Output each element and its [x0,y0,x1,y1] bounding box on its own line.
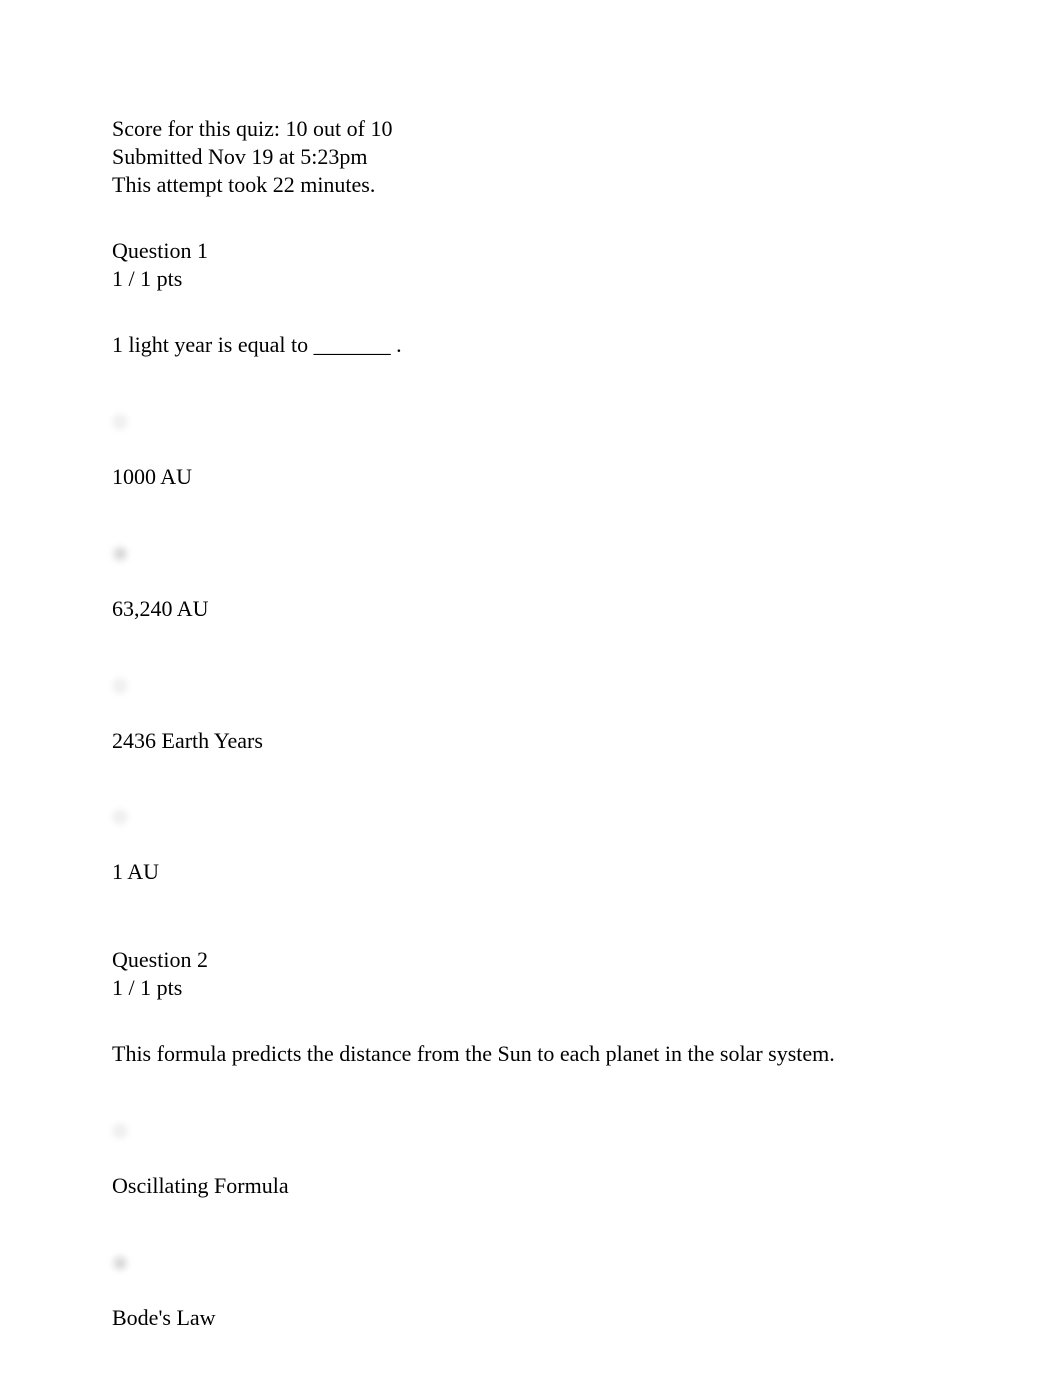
question-text: This formula predicts the distance from … [112,1040,950,1068]
question-title: Question 2 [112,946,950,974]
option-3: 2436 Earth Years [112,675,950,755]
radio-icon[interactable] [112,414,128,430]
option-1: Oscillating Formula [112,1120,950,1200]
option-2: 63,240 AU [112,543,950,623]
radio-row [112,806,950,828]
option-1: 1000 AU [112,411,950,491]
score-line: Score for this quiz: 10 out of 10 [112,115,950,143]
quiz-header: Score for this quiz: 10 out of 10 Submit… [112,115,950,199]
duration-line: This attempt took 22 minutes. [112,171,950,199]
submitted-line: Submitted Nov 19 at 5:23pm [112,143,950,171]
radio-icon[interactable] [112,1123,128,1139]
question-points: 1 / 1 pts [112,974,950,1002]
radio-row [112,543,950,565]
option-label: 2436 Earth Years [112,727,950,755]
question-points: 1 / 1 pts [112,265,950,293]
option-label: 1 AU [112,858,950,886]
radio-icon[interactable] [112,678,128,694]
option-label: 1000 AU [112,463,950,491]
radio-row [112,411,950,433]
radio-icon[interactable] [112,809,128,825]
question-2: Question 2 1 / 1 pts This formula predic… [112,946,950,1332]
option-label: 63,240 AU [112,595,950,623]
option-4: 1 AU [112,806,950,886]
radio-row [112,1252,950,1274]
option-label: Bode's Law [112,1304,950,1332]
radio-icon[interactable] [112,546,128,562]
option-2: Bode's Law [112,1252,950,1332]
radio-row [112,1120,950,1142]
radio-icon[interactable] [112,1255,128,1271]
question-1: Question 1 1 / 1 pts 1 light year is equ… [112,237,950,887]
option-label: Oscillating Formula [112,1172,950,1200]
radio-row [112,675,950,697]
question-text: 1 light year is equal to _______ . [112,331,950,359]
question-title: Question 1 [112,237,950,265]
